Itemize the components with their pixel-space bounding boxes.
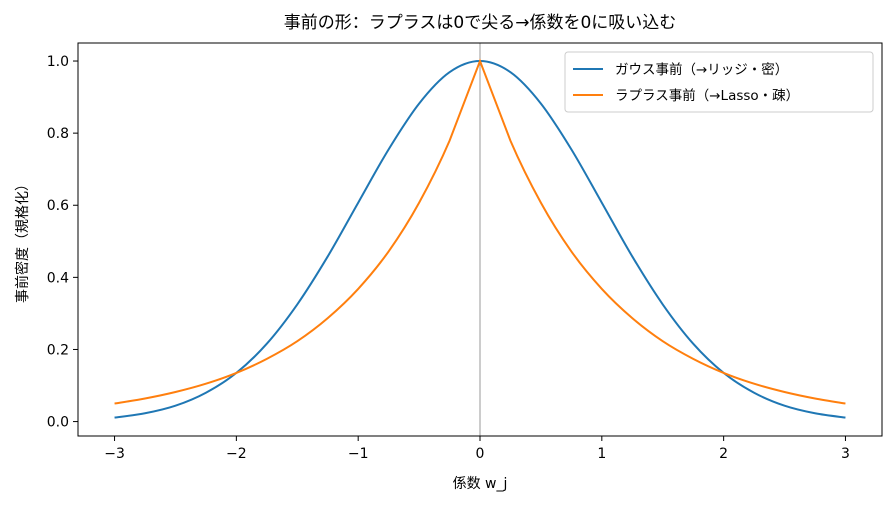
legend-label-2: ラプラス事前（→Lasso・疎） — [615, 87, 799, 104]
y-tick-label: 0.8 — [47, 126, 69, 142]
x-tick-label: −3 — [104, 446, 125, 462]
y-ticks: 0.0 0.2 0.4 0.6 0.8 1.0 — [47, 54, 78, 431]
x-tick-label: −2 — [226, 446, 247, 462]
y-tick-label: 0.2 — [47, 342, 69, 358]
y-axis-label: 事前密度（規格化） — [14, 177, 31, 303]
legend-label-1: ガウス事前（→リッジ・密） — [615, 61, 788, 78]
legend-box — [564, 51, 874, 113]
x-tick-label: 3 — [841, 446, 850, 462]
x-tick-label: 1 — [597, 446, 606, 462]
y-tick-label: 0.6 — [47, 198, 69, 214]
x-tick-label: 0 — [476, 446, 485, 462]
x-tick-label: −1 — [348, 446, 369, 462]
x-ticks: −3 −2 −1 0 1 2 3 — [104, 436, 850, 462]
series-lines — [114, 58, 846, 419]
y-tick-label: 1.0 — [47, 54, 69, 70]
y-tick-label: 0.0 — [47, 415, 69, 431]
x-tick-label: 2 — [719, 446, 728, 462]
y-tick-label: 0.4 — [47, 270, 69, 286]
series-line-2 — [114, 58, 846, 405]
legend: ガウス事前（→リッジ・密） ラプラス事前（→Lasso・疎） — [564, 51, 874, 113]
x-axis-label: 係数 w_j — [453, 476, 508, 492]
chart-title: 事前の形：ラプラスは0で尖る→係数を0に吸い込む — [284, 13, 677, 33]
